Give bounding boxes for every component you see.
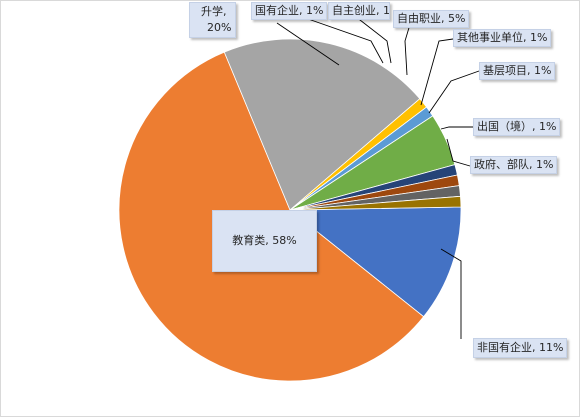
leader-line-2 (276, 22, 340, 66)
leader-line-9 (446, 138, 471, 167)
label-state-owned-enterprise: 国有企业, 1% (251, 2, 328, 20)
leader-line-5 (404, 20, 412, 76)
leader-line-8 (440, 126, 473, 130)
leader-line-1 (440, 248, 462, 339)
label-self-employed-startup: 自主创业, 1% (328, 2, 390, 20)
pie-slice-1 (288, 206, 462, 318)
label-other-public-institution: 其他事业单位, 1% (453, 29, 552, 47)
label-grassroots-project: 基层项目, 1% (479, 62, 556, 80)
label-government-military: 政府、部队, 1% (470, 156, 558, 174)
leader-line-7 (428, 70, 480, 114)
leader-line-4 (350, 12, 392, 64)
leader-line-3 (290, 12, 384, 64)
label-education: 教育类, 58% (212, 210, 317, 272)
label-non-state-enterprise: 非国有企业, 11% (473, 338, 568, 358)
pie-slice-10 (289, 195, 462, 211)
label-going-abroad: 出国（境）, 1% (473, 118, 561, 136)
leader-line-6 (420, 38, 454, 106)
label-freelance: 自由职业, 5% (393, 10, 470, 28)
pie-slice-3 (223, 38, 421, 211)
label-further-study: 升学, 20% (189, 2, 236, 38)
